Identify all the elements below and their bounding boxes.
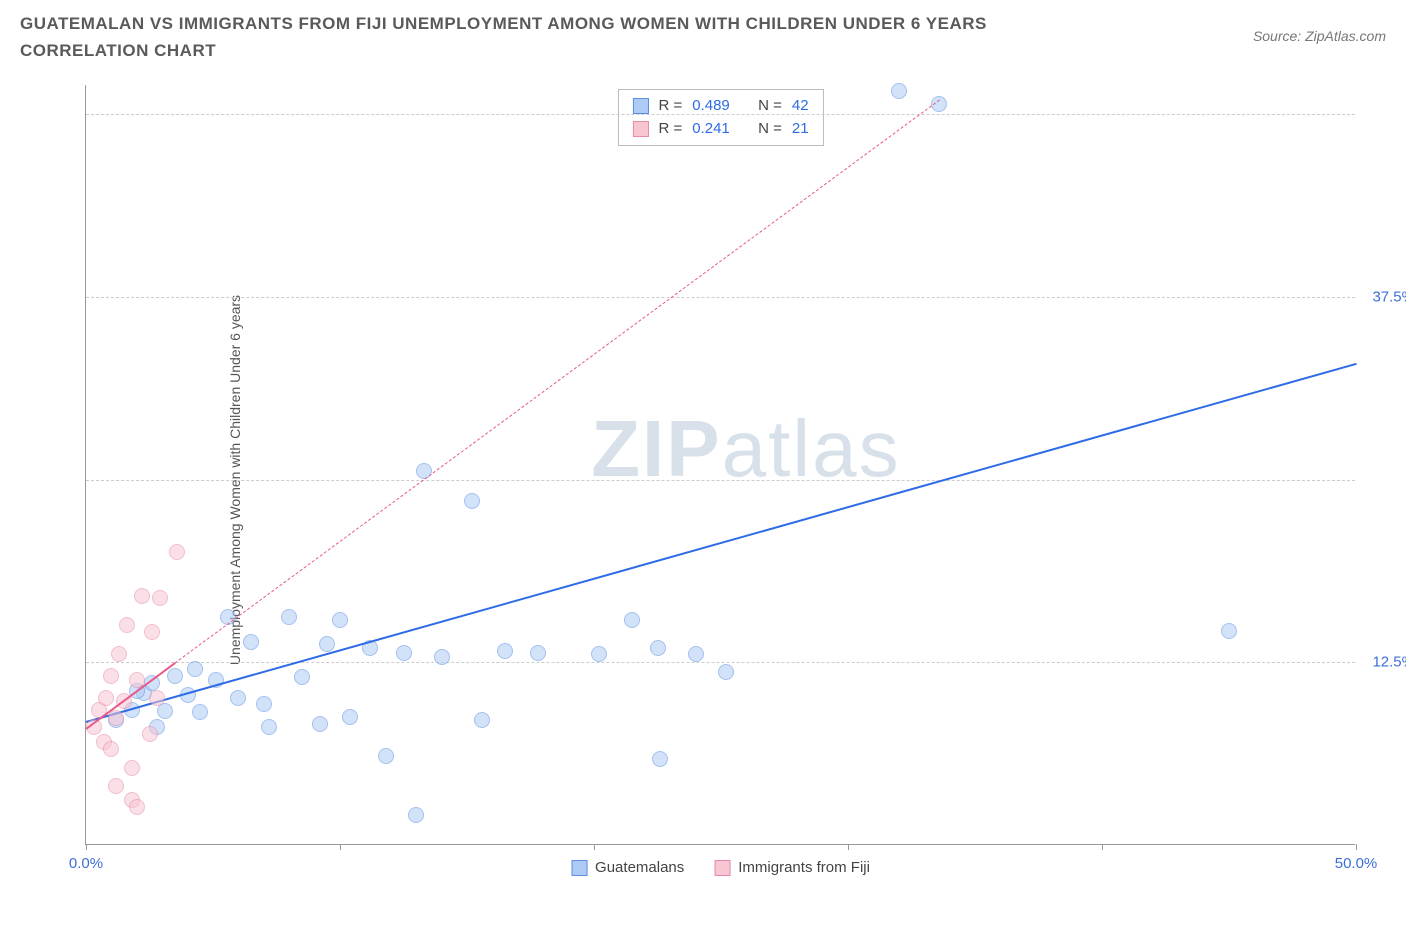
stats-row: R = 0.241 N = 21: [632, 118, 808, 141]
data-point: [111, 646, 127, 662]
data-point: [103, 741, 119, 757]
scatter-chart: Unemployment Among Women with Children U…: [55, 85, 1385, 875]
source-attribution: Source: ZipAtlas.com: [1253, 28, 1386, 44]
data-point: [152, 590, 168, 606]
data-point: [312, 716, 328, 732]
x-tick: [1102, 844, 1103, 850]
y-tick-label: 12.5%: [1372, 654, 1406, 671]
data-point: [294, 669, 310, 685]
x-tick: [1356, 844, 1357, 850]
data-point: [408, 807, 424, 823]
data-point: [652, 751, 668, 767]
x-tick: [86, 844, 87, 850]
data-point: [497, 643, 513, 659]
data-point: [119, 617, 135, 633]
data-point: [256, 696, 272, 712]
legend-label: Guatemalans: [595, 859, 684, 876]
legend: Guatemalans Immigrants from Fiji: [571, 859, 870, 876]
data-point: [129, 799, 145, 815]
data-point: [144, 624, 160, 640]
data-point: [396, 645, 412, 661]
gridline: [86, 480, 1355, 481]
data-point: [187, 661, 203, 677]
x-tick: [848, 844, 849, 850]
data-point: [243, 634, 259, 650]
data-point: [332, 612, 348, 628]
data-point: [650, 640, 666, 656]
data-point: [718, 664, 734, 680]
data-point: [142, 726, 158, 742]
stat-n-label: N =: [758, 118, 782, 141]
data-point: [261, 719, 277, 735]
data-point: [342, 709, 358, 725]
x-tick-label: 50.0%: [1335, 855, 1378, 872]
y-tick-label: 37.5%: [1372, 288, 1406, 305]
gridline: [86, 662, 1355, 663]
x-tick: [594, 844, 595, 850]
data-point: [464, 493, 480, 509]
data-point: [103, 668, 119, 684]
legend-label: Immigrants from Fiji: [738, 859, 870, 876]
data-point: [281, 609, 297, 625]
watermark: ZIPatlas: [591, 403, 900, 495]
data-point: [891, 83, 907, 99]
data-point: [169, 544, 185, 560]
data-point: [167, 668, 183, 684]
stats-box: R =0.489 N =42R =0.241 N =21: [617, 89, 823, 146]
gridline: [86, 114, 1355, 115]
data-point: [319, 636, 335, 652]
data-point: [134, 588, 150, 604]
data-point: [530, 645, 546, 661]
x-tick-label: 0.0%: [69, 855, 103, 872]
gridline: [86, 297, 1355, 298]
chart-title: GUATEMALAN VS IMMIGRANTS FROM FIJI UNEMP…: [20, 10, 1120, 64]
trend-line: [86, 100, 940, 729]
data-point: [591, 646, 607, 662]
data-point: [624, 612, 640, 628]
legend-item: Guatemalans: [571, 859, 684, 876]
data-point: [688, 646, 704, 662]
stat-n-value: 21: [792, 118, 809, 141]
x-tick: [340, 844, 341, 850]
data-point: [98, 690, 114, 706]
stat-r-label: R =: [658, 118, 682, 141]
data-point: [474, 712, 490, 728]
data-point: [192, 704, 208, 720]
series-swatch: [632, 98, 648, 114]
series-swatch: [714, 860, 730, 876]
data-point: [416, 463, 432, 479]
data-point: [230, 690, 246, 706]
data-point: [434, 649, 450, 665]
data-point: [124, 760, 140, 776]
legend-item: Immigrants from Fiji: [714, 859, 870, 876]
data-point: [149, 690, 165, 706]
data-point: [378, 748, 394, 764]
data-point: [108, 710, 124, 726]
series-swatch: [632, 121, 648, 137]
stat-r-value: 0.241: [692, 118, 730, 141]
data-point: [1221, 623, 1237, 639]
series-swatch: [571, 860, 587, 876]
data-point: [108, 778, 124, 794]
